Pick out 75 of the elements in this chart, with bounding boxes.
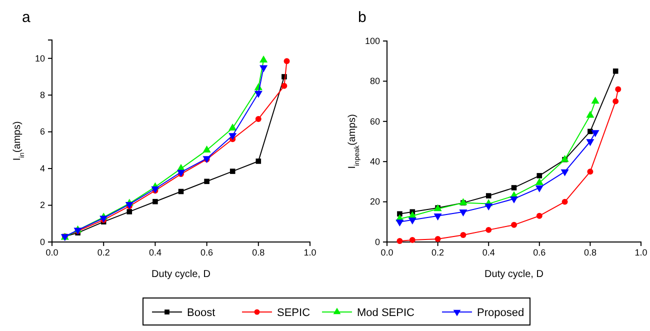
point: [202, 146, 211, 153]
x-tick-label: 0.0: [46, 247, 58, 258]
y-tick-label: 60: [370, 116, 380, 126]
point: [397, 211, 402, 217]
point: [560, 169, 569, 176]
point: [409, 237, 416, 243]
point: [587, 168, 594, 175]
y-tick-label: 0: [374, 236, 380, 247]
point: [204, 178, 210, 184]
point: [152, 198, 158, 204]
x-tick-label: 0.0: [380, 247, 394, 258]
x-tick-label: 0.4: [482, 247, 495, 258]
point: [484, 204, 493, 210]
chart-title: b: [358, 9, 366, 26]
point: [486, 193, 492, 198]
point: [126, 209, 132, 214]
point: [228, 133, 237, 140]
y-tick-label: 4: [40, 163, 45, 174]
point: [260, 56, 268, 63]
x-tick-label: 1.0: [304, 247, 316, 258]
legend-label: SEPIC: [277, 307, 310, 319]
point: [586, 110, 594, 118]
point: [510, 196, 518, 204]
x-tick-label: 1.0: [634, 247, 648, 258]
legend-label: Proposed: [477, 307, 524, 319]
point: [260, 65, 268, 72]
y-tick-label: 2: [40, 200, 45, 210]
point: [230, 168, 236, 174]
point: [460, 232, 466, 238]
point: [434, 236, 441, 242]
y-tick-label: 80: [370, 76, 380, 86]
x-tick-label: 0.2: [432, 247, 444, 258]
x-axis-title: Duty cycle, D: [152, 269, 210, 280]
point: [486, 226, 492, 233]
point: [591, 96, 600, 104]
point: [459, 210, 468, 216]
point: [511, 222, 517, 228]
x-tick-label: 0.8: [584, 247, 596, 258]
point: [396, 220, 404, 227]
x-tick-label: 0.4: [148, 247, 162, 258]
point: [408, 218, 416, 225]
x-axis-title: Duty cycle, D: [484, 269, 544, 280]
point: [586, 139, 594, 146]
point: [281, 82, 288, 89]
point: [396, 238, 403, 244]
point: [535, 185, 544, 192]
y-tick-label: 0: [40, 236, 45, 247]
point: [591, 130, 600, 138]
x-tick-label: 0.2: [97, 247, 110, 258]
point: [255, 116, 262, 122]
point: [615, 86, 622, 92]
legend-label: Boost: [187, 307, 216, 319]
point: [536, 212, 542, 219]
point: [562, 198, 568, 205]
y-tick-label: 100: [364, 36, 380, 46]
x-tick-label: 0.8: [252, 247, 265, 258]
point: [434, 214, 442, 221]
point: [228, 124, 237, 130]
point: [612, 98, 619, 104]
point: [511, 185, 517, 190]
chart-title: a: [22, 9, 31, 26]
x-tick-label: 0.6: [200, 247, 214, 258]
point: [536, 173, 542, 178]
point: [254, 90, 262, 98]
legend-label: Mod SEPIC: [357, 307, 415, 319]
y-tick-label: 8: [40, 90, 45, 100]
x-tick-label: 0.6: [533, 247, 546, 258]
point: [612, 68, 618, 74]
point: [284, 58, 290, 64]
y-tick-label: 6: [40, 126, 45, 137]
y-tick-label: 20: [370, 196, 380, 207]
point: [256, 158, 262, 164]
y-tick-label: 40: [370, 156, 380, 166]
point: [535, 178, 544, 186]
y-tick-label: 10: [34, 53, 45, 64]
